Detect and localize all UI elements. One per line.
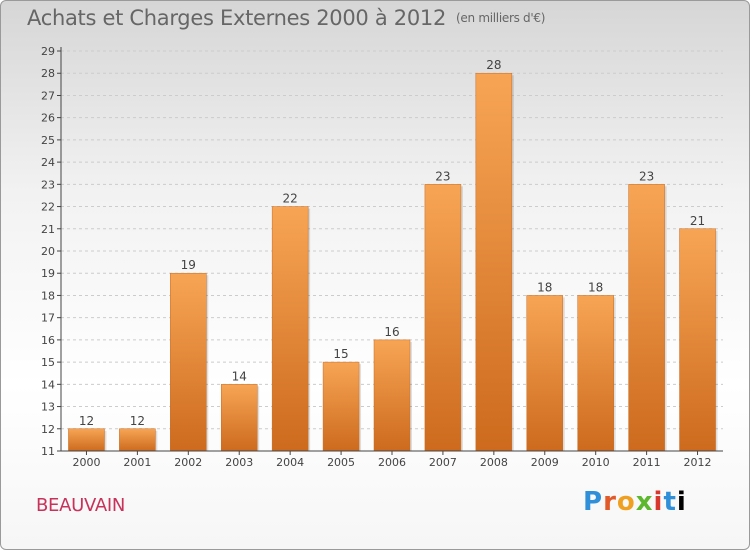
x-tick-label: 2009	[531, 456, 559, 469]
y-tick-label: 27	[41, 89, 55, 102]
bar-value-label: 14	[232, 369, 247, 383]
bar-value-label: 22	[283, 192, 298, 206]
bar	[526, 295, 564, 452]
bar	[475, 72, 513, 452]
bars	[68, 72, 718, 452]
x-tick-label: 2008	[480, 456, 508, 469]
y-tick-label: 18	[41, 289, 55, 302]
bar	[68, 428, 105, 452]
y-tick-label: 17	[41, 312, 55, 325]
bar	[679, 228, 716, 452]
y-tick-label: 13	[41, 401, 55, 414]
bar-value-label: 12	[79, 414, 94, 428]
chart-title: Achats et Charges Externes 2000 à 2012 (e…	[27, 6, 545, 30]
x-tick-label: 2007	[429, 456, 457, 469]
x-tick-label: 2004	[276, 456, 304, 469]
bar-value-label: 23	[435, 169, 450, 183]
bar-value-label: 21	[690, 214, 705, 228]
y-tick-label: 11	[41, 445, 55, 458]
bar	[271, 206, 309, 452]
x-tick-label: 2003	[225, 456, 253, 469]
proxiti-logo: Proxiti	[583, 487, 687, 517]
y-tick-label: 29	[41, 45, 55, 58]
bar	[424, 184, 462, 452]
bar-value-label: 15	[333, 347, 348, 361]
bar	[577, 295, 614, 452]
y-tick-label: 12	[41, 423, 55, 436]
title-text: Achats et Charges Externes 2000 à 2012	[27, 6, 447, 30]
unit-label: (en milliers d'€)	[456, 11, 546, 25]
x-tick-label: 2005	[327, 456, 355, 469]
y-tick-label: 26	[41, 112, 55, 125]
x-tick-label: 2011	[633, 456, 661, 469]
y-tick-label: 28	[41, 67, 55, 80]
bar-value-label: 23	[639, 169, 654, 183]
bar-value-label: 19	[181, 258, 196, 272]
bar-value-label: 18	[588, 280, 603, 294]
bar-value-label: 16	[384, 325, 399, 339]
x-tick-label: 2002	[174, 456, 202, 469]
bar	[119, 428, 156, 452]
bar	[373, 339, 411, 452]
x-tick-label: 2001	[123, 456, 151, 469]
bar	[628, 184, 665, 452]
y-tick-label: 22	[41, 201, 55, 214]
axes	[57, 47, 723, 455]
x-tick-label: 2000	[72, 456, 100, 469]
bar-value-label: 12	[130, 414, 145, 428]
y-tick-label: 16	[41, 334, 55, 347]
x-tick-label: 2006	[378, 456, 406, 469]
y-tick-label: 24	[41, 156, 55, 169]
bar	[220, 384, 258, 452]
y-tick-label: 25	[41, 134, 55, 147]
y-tick-label: 15	[41, 356, 55, 369]
bar	[170, 272, 207, 452]
y-tick-label: 19	[41, 267, 55, 280]
y-tick-label: 21	[41, 223, 55, 236]
bar-value-label: 28	[486, 58, 501, 72]
bar	[322, 361, 360, 452]
x-tick-label: 2012	[684, 456, 712, 469]
bar-value-label: 18	[537, 280, 552, 294]
x-tick-label: 2010	[582, 456, 610, 469]
y-tick-label: 20	[41, 245, 55, 258]
y-tick-label: 23	[41, 178, 55, 191]
y-tick-label: 14	[41, 378, 55, 391]
labels: 11 12 13 14 15 16 17 18 19 20 21 22 23 24 25 26 27 28 29 12…	[41, 45, 712, 469]
city-name: BEAUVAIN	[36, 495, 126, 516]
